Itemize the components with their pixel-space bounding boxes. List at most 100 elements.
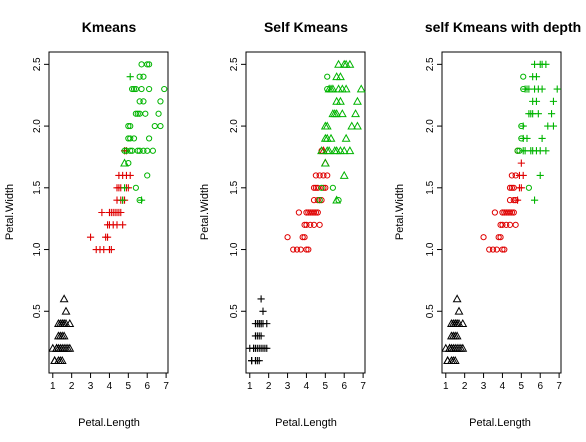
data-point-circle — [508, 209, 515, 216]
data-point-plus — [538, 134, 546, 143]
data-point-triangle — [445, 343, 455, 352]
data-point-circle — [324, 85, 331, 93]
data-point-circle — [518, 135, 525, 142]
data-point-triangle — [59, 318, 69, 327]
data-point-circle — [136, 98, 143, 105]
data-point-plus — [259, 307, 267, 315]
data-point-circle — [144, 61, 151, 68]
data-point-circle — [497, 234, 504, 241]
data-point-circle — [495, 234, 502, 241]
data-point-circle — [125, 122, 132, 130]
x-tick-label: 5 — [323, 381, 329, 392]
data-point-circle — [290, 246, 297, 253]
data-point-circle — [157, 98, 164, 105]
data-point-plus — [137, 196, 146, 204]
plot-frame — [441, 51, 562, 374]
data-point-plus — [530, 196, 539, 204]
data-point-circle — [144, 172, 151, 179]
data-point-plus — [86, 233, 95, 241]
data-point-circle — [151, 122, 158, 130]
data-point-circle — [132, 184, 139, 191]
data-point-circle — [320, 172, 327, 179]
data-point-circle — [489, 246, 497, 253]
data-point-triangle — [120, 158, 130, 167]
data-point-plus — [536, 147, 544, 155]
data-point-plus — [542, 60, 550, 68]
y-tick-label: 1.5 — [229, 180, 240, 194]
data-point-triangle — [65, 318, 75, 327]
y-tick-label: 1.0 — [425, 242, 436, 256]
x-axis-label: Petal.Length — [78, 417, 140, 429]
data-point-circle — [520, 85, 527, 93]
data-point-plus — [257, 332, 265, 340]
data-point-plus — [517, 184, 525, 192]
data-point-circle — [121, 147, 128, 154]
data-point-circle — [161, 85, 168, 93]
x-tick-label: 2 — [69, 381, 75, 392]
data-point-circle — [146, 61, 153, 68]
data-point-triangle — [59, 294, 69, 303]
data-point-plus — [513, 196, 522, 204]
data-point-plus — [549, 122, 558, 130]
x-tick-label: 7 — [556, 381, 562, 392]
plot-area — [441, 60, 561, 365]
data-point-plus — [113, 184, 121, 192]
data-point-circle — [318, 197, 325, 204]
x-tick-label: 2 — [462, 381, 468, 392]
data-point-triangle — [454, 306, 464, 315]
y-tick-label: 0.5 — [32, 304, 43, 318]
x-tick-label: 4 — [304, 381, 310, 392]
data-point-circle — [157, 122, 164, 130]
y-axis-label: Petal.Width — [199, 184, 211, 240]
data-point-circle — [144, 147, 151, 154]
x-tick-label: 5 — [126, 381, 132, 392]
data-point-plus — [519, 171, 527, 180]
data-point-triangle — [332, 109, 342, 118]
data-point-plus — [523, 134, 531, 143]
x-tick-label: 3 — [481, 381, 487, 392]
data-point-circle — [297, 246, 304, 253]
data-point-triangle — [59, 331, 69, 340]
data-point-circle — [127, 122, 134, 130]
data-point-circle — [146, 85, 153, 93]
data-point-triangle — [352, 121, 362, 130]
x-tick-label: 1 — [50, 381, 56, 392]
data-point-plus — [521, 147, 529, 155]
data-point-plus — [249, 344, 258, 352]
data-point-plus — [549, 97, 558, 105]
data-point-circle — [491, 209, 498, 216]
data-point-triangle — [324, 146, 334, 155]
x-tick-label: 7 — [163, 381, 169, 392]
data-point-triangle — [452, 294, 462, 303]
data-point-plus — [532, 73, 541, 81]
y-axis-label: Petal.Width — [4, 184, 16, 240]
data-point-circle — [312, 209, 319, 216]
data-point-circle — [303, 221, 310, 228]
x-tick-label: 1 — [247, 381, 253, 392]
data-point-plus — [553, 85, 561, 93]
data-point-plus — [517, 159, 525, 167]
data-point-triangle — [337, 84, 347, 93]
x-tick-label: 6 — [144, 381, 150, 392]
data-point-circle — [324, 172, 331, 179]
data-point-triangle — [328, 84, 338, 93]
data-point-circle — [129, 147, 136, 154]
data-point-circle — [520, 73, 527, 80]
data-point-plus — [261, 344, 269, 352]
x-tick-label: 5 — [519, 381, 525, 392]
y-tick-label: 1.5 — [425, 180, 436, 194]
data-point-triangle — [352, 96, 362, 105]
data-point-circle — [310, 221, 318, 228]
data-point-triangle — [345, 59, 355, 68]
data-point-circle — [129, 85, 136, 93]
data-point-plus — [117, 208, 125, 217]
y-axis-label: Petal.Width — [394, 184, 406, 240]
data-point-circle — [316, 172, 323, 179]
data-point-circle — [316, 197, 323, 204]
data-point-circle — [312, 172, 319, 179]
data-point-circle — [322, 184, 329, 191]
data-point-circle — [301, 234, 308, 241]
data-point-triangle — [335, 72, 345, 81]
data-point-circle — [506, 209, 514, 216]
